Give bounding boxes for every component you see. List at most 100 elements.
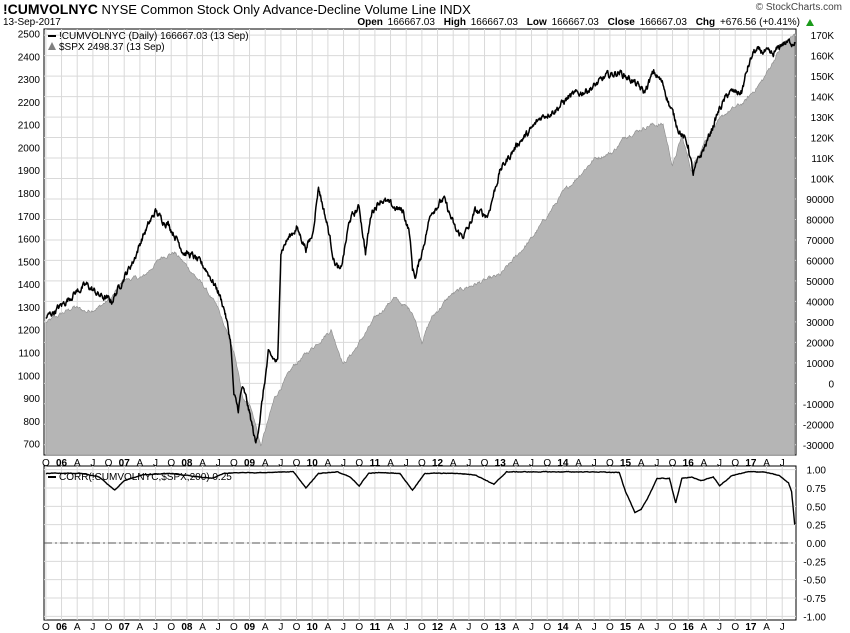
x-tick-label-bottom: 14 xyxy=(557,622,569,633)
spx-y-tick-label: 1000 xyxy=(18,371,41,382)
x-tick-label: A xyxy=(513,458,520,469)
close-label: Close xyxy=(607,17,635,28)
corr-y-tick-label: 0.75 xyxy=(807,484,827,495)
corr-y-tick-label: 0.50 xyxy=(807,502,827,513)
correlation-line xyxy=(45,470,796,525)
x-tick-label: J xyxy=(90,458,95,469)
x-tick-label-bottom: A xyxy=(325,622,332,633)
x-tick-label: J xyxy=(404,458,409,469)
spx-y-tick-label: 900 xyxy=(23,394,40,405)
main-y-tick-label: 140K xyxy=(811,93,835,104)
x-tick-label: A xyxy=(262,458,269,469)
x-tick-label-bottom: A xyxy=(763,622,770,633)
x-tick-label-bottom: 09 xyxy=(244,622,256,633)
x-tick-label-bottom: 17 xyxy=(745,622,757,633)
x-tick-label-bottom: J xyxy=(341,622,346,633)
x-tick-label: 09 xyxy=(244,458,256,469)
symbol-description: NYSE Common Stock Only Advance-Decline V… xyxy=(101,2,471,17)
main-y-tick-label: 90000 xyxy=(806,195,834,206)
low-value: 166667.03 xyxy=(551,17,599,28)
corr-y-tick-label: 0.25 xyxy=(807,521,827,532)
x-tick-label: 12 xyxy=(432,458,444,469)
x-tick-label-bottom: 08 xyxy=(181,622,193,633)
x-tick-label: 06 xyxy=(56,458,68,469)
x-tick-label-bottom: O xyxy=(606,622,614,633)
x-tick-label-bottom: A xyxy=(137,622,144,633)
corr-y-tick-label: -0.50 xyxy=(803,576,826,587)
up-arrow-icon xyxy=(806,19,814,26)
x-tick-label-bottom: J xyxy=(153,622,158,633)
spx-area xyxy=(45,33,795,456)
corr-legend-label: CORR(!CUMVOLNYC,$SPX,200) 0.25 xyxy=(59,472,232,483)
spx-y-tick-label: 1200 xyxy=(18,326,41,337)
x-tick-label-bottom: O xyxy=(355,622,363,633)
x-tick-label: J xyxy=(717,458,722,469)
x-tick-label-bottom: J xyxy=(404,622,409,633)
x-tick-label-bottom: A xyxy=(701,622,708,633)
x-tick-label: O xyxy=(606,458,614,469)
x-tick-label-bottom: O xyxy=(42,622,50,633)
spx-y-tick-label: 2400 xyxy=(18,52,41,63)
x-tick-label-bottom: 12 xyxy=(432,622,444,633)
corr-y-tick-label: -0.75 xyxy=(803,594,826,605)
x-tick-label-bottom: O xyxy=(167,622,175,633)
chart-title: !CUMVOLNYC NYSE Common Stock Only Advanc… xyxy=(3,1,471,17)
close-value: 166667.03 xyxy=(639,17,687,28)
x-tick-label-bottom: A xyxy=(638,622,645,633)
x-tick-label: J xyxy=(592,458,597,469)
x-tick-label: J xyxy=(278,458,283,469)
x-tick-label: 16 xyxy=(683,458,695,469)
x-tick-label-bottom: 16 xyxy=(683,622,695,633)
x-tick-label: O xyxy=(167,458,175,469)
x-tick-label-bottom: J xyxy=(780,622,785,633)
x-tick-label-bottom: 11 xyxy=(370,622,381,633)
x-tick-label: J xyxy=(529,458,534,469)
spx-y-tick-label: 1400 xyxy=(18,280,41,291)
main-y-tick-label: 20000 xyxy=(806,338,834,349)
main-y-tick-label: 120K xyxy=(811,134,835,145)
x-tick-label: A xyxy=(325,458,332,469)
spx-y-tick-label: 2500 xyxy=(18,30,41,41)
main-legend-label: !CUMVOLNYC (Daily) 166667.03 (13 Sep) xyxy=(59,31,249,42)
correlation-line-series xyxy=(45,470,796,525)
spx-y-tick-label: 1700 xyxy=(18,212,41,223)
spx-y-tick-label: 2000 xyxy=(18,143,41,154)
x-tick-label: J xyxy=(216,458,221,469)
main-y-tick-label: 100K xyxy=(811,175,835,186)
main-y-tick-label: 80000 xyxy=(806,215,834,226)
spx-y-tick-label: 1500 xyxy=(18,257,41,268)
spx-legend-label: $SPX 2498.37 (13 Sep) xyxy=(59,42,165,53)
main-y-tick-label: 50000 xyxy=(806,277,834,288)
x-tick-label: A xyxy=(450,458,457,469)
main-y-tick-label: 30000 xyxy=(806,318,834,329)
main-y-tick-label: 10000 xyxy=(806,359,834,370)
x-tick-label: 11 xyxy=(370,458,381,469)
main-legend: !CUMVOLNYC (Daily) 166667.03 (13 Sep) $S… xyxy=(48,31,249,53)
spx-y-tick-label: 1900 xyxy=(18,166,41,177)
x-tick-label-bottom: O xyxy=(418,622,426,633)
chg-label: Chg xyxy=(695,17,716,28)
x-tick-label: J xyxy=(780,458,785,469)
x-tick-label: O xyxy=(355,458,363,469)
x-tick-label: A xyxy=(137,458,144,469)
x-tick-label-bottom: 10 xyxy=(307,622,319,633)
x-tick-label-bottom: A xyxy=(262,622,269,633)
x-tick-label: O xyxy=(731,458,739,469)
main-y-tick-label: 130K xyxy=(811,113,835,124)
cumvol-line-series xyxy=(45,38,796,444)
x-tick-label: O xyxy=(293,458,301,469)
corr-y-tick-label: -0.25 xyxy=(803,557,826,568)
main-y-tick-label: 70000 xyxy=(806,236,834,247)
x-tick-label: 10 xyxy=(307,458,319,469)
spx-y-tick-label: 1800 xyxy=(18,189,41,200)
x-tick-label-bottom: J xyxy=(278,622,283,633)
x-tick-label-bottom: A xyxy=(450,622,457,633)
x-tick-label: A xyxy=(74,458,81,469)
x-tick-label: 13 xyxy=(495,458,507,469)
x-tick-label: O xyxy=(481,458,489,469)
high-label: High xyxy=(443,17,466,28)
x-tick-label: O xyxy=(418,458,426,469)
x-tick-label-bottom: A xyxy=(74,622,81,633)
x-tick-label: A xyxy=(638,458,645,469)
x-tick-label-bottom: A xyxy=(513,622,520,633)
